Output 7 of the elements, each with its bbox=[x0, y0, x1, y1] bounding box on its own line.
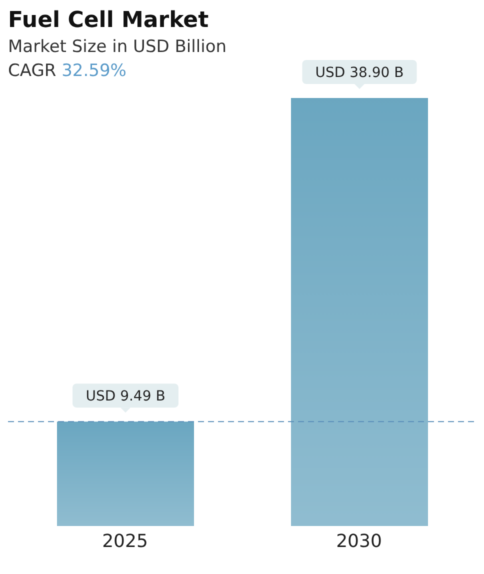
chart-title: Fuel Cell Market bbox=[8, 8, 210, 33]
text: CAGR 32.59% bbox=[8, 61, 128, 81]
data-label: USD 38.90 B bbox=[315, 65, 404, 81]
x-tick-label: 2030 bbox=[336, 530, 382, 552]
data-label: USD 9.49 B bbox=[86, 388, 166, 405]
chart-subtitle: Market Size in USD Billion bbox=[8, 37, 227, 57]
x-tick-label: 2025 bbox=[102, 530, 148, 552]
